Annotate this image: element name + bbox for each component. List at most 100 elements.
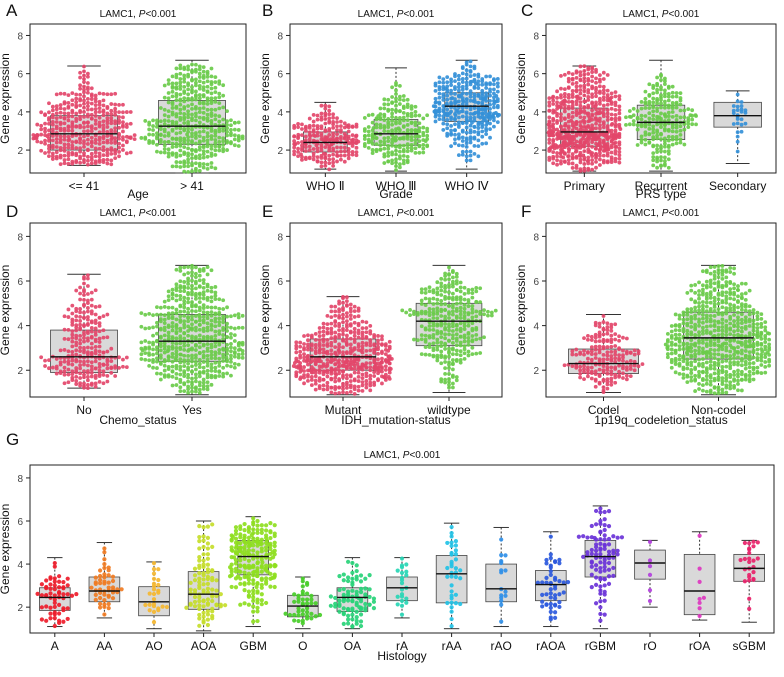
data-point (201, 360, 206, 364)
data-point (458, 321, 463, 326)
data-point (304, 359, 309, 364)
data-point (190, 369, 194, 374)
data-point (605, 339, 610, 343)
data-point (197, 284, 202, 289)
title-gene: LAMC1, (358, 9, 394, 20)
data-point (117, 125, 121, 130)
data-point (58, 91, 63, 96)
data-point (697, 351, 701, 356)
data-point (124, 365, 129, 370)
data-point (174, 94, 179, 99)
data-point (614, 144, 619, 149)
data-point (296, 125, 300, 130)
data-point (190, 147, 194, 152)
data-point (66, 349, 71, 354)
data-point (743, 339, 748, 344)
data-point (174, 317, 179, 322)
data-point (374, 368, 379, 372)
data-point (97, 158, 102, 162)
data-point (348, 306, 353, 311)
data-point (720, 321, 725, 326)
data-point (170, 152, 175, 157)
data-point (74, 153, 79, 158)
data-point (74, 374, 79, 379)
data-point (735, 134, 740, 139)
data-point (101, 110, 106, 114)
data-point (193, 348, 198, 352)
data-point (447, 354, 451, 359)
data-point (174, 330, 179, 334)
data-point (174, 376, 179, 381)
data-point (550, 145, 555, 149)
data-point (382, 97, 387, 102)
data-point (635, 123, 640, 128)
data-point (647, 102, 652, 107)
data-point (674, 125, 679, 130)
data-point (666, 118, 671, 122)
data-point (594, 126, 598, 131)
data-point (720, 305, 725, 310)
data-point (724, 283, 729, 288)
data-point (439, 307, 444, 312)
data-point (431, 307, 436, 312)
data-point (466, 330, 471, 335)
data-point (366, 113, 371, 118)
data-point (593, 332, 598, 337)
data-point (666, 91, 671, 96)
data-point (213, 319, 218, 324)
data-point (178, 63, 183, 68)
data-point (570, 110, 575, 115)
data-point (307, 148, 312, 152)
panel-letter: E (262, 202, 273, 221)
data-point (213, 133, 218, 138)
data-point (155, 121, 159, 126)
data-point (589, 338, 594, 342)
data-point (435, 347, 440, 352)
data-point (666, 103, 671, 108)
data-point (162, 333, 167, 338)
data-point (85, 378, 90, 383)
data-point (427, 328, 432, 332)
data-point (197, 273, 202, 278)
data-point (401, 98, 406, 103)
data-point (151, 141, 155, 145)
data-point (174, 151, 179, 156)
data-point (483, 108, 488, 113)
data-point (70, 143, 75, 148)
data-point (601, 314, 606, 318)
data-point (390, 85, 395, 90)
data-point (693, 332, 698, 337)
data-point (478, 300, 483, 304)
data-point (93, 326, 98, 331)
data-point (445, 90, 450, 94)
data-point (50, 138, 55, 143)
data-point (655, 150, 660, 154)
data-point (201, 386, 206, 391)
data-point (85, 374, 90, 379)
data-point (217, 106, 222, 111)
data-point (582, 64, 587, 69)
data-point (209, 356, 214, 361)
y-tick-label: 2 (17, 366, 23, 377)
data-point (89, 155, 94, 160)
data-point (484, 111, 489, 116)
data-point (182, 389, 187, 393)
data-point (697, 323, 701, 328)
data-point (329, 390, 334, 395)
data-point (178, 352, 183, 357)
data-point (586, 88, 591, 92)
data-point (720, 283, 725, 288)
data-point (221, 143, 226, 147)
data-point (178, 269, 183, 273)
data-point (205, 167, 210, 171)
data-point (632, 368, 637, 373)
data-point (708, 354, 713, 359)
data-point (704, 355, 709, 359)
data-point (85, 97, 90, 101)
data-point (66, 307, 71, 312)
data-point (97, 99, 102, 104)
data-point (594, 80, 598, 85)
data-point (170, 341, 175, 345)
data-point (423, 139, 428, 144)
data-point (186, 151, 191, 156)
